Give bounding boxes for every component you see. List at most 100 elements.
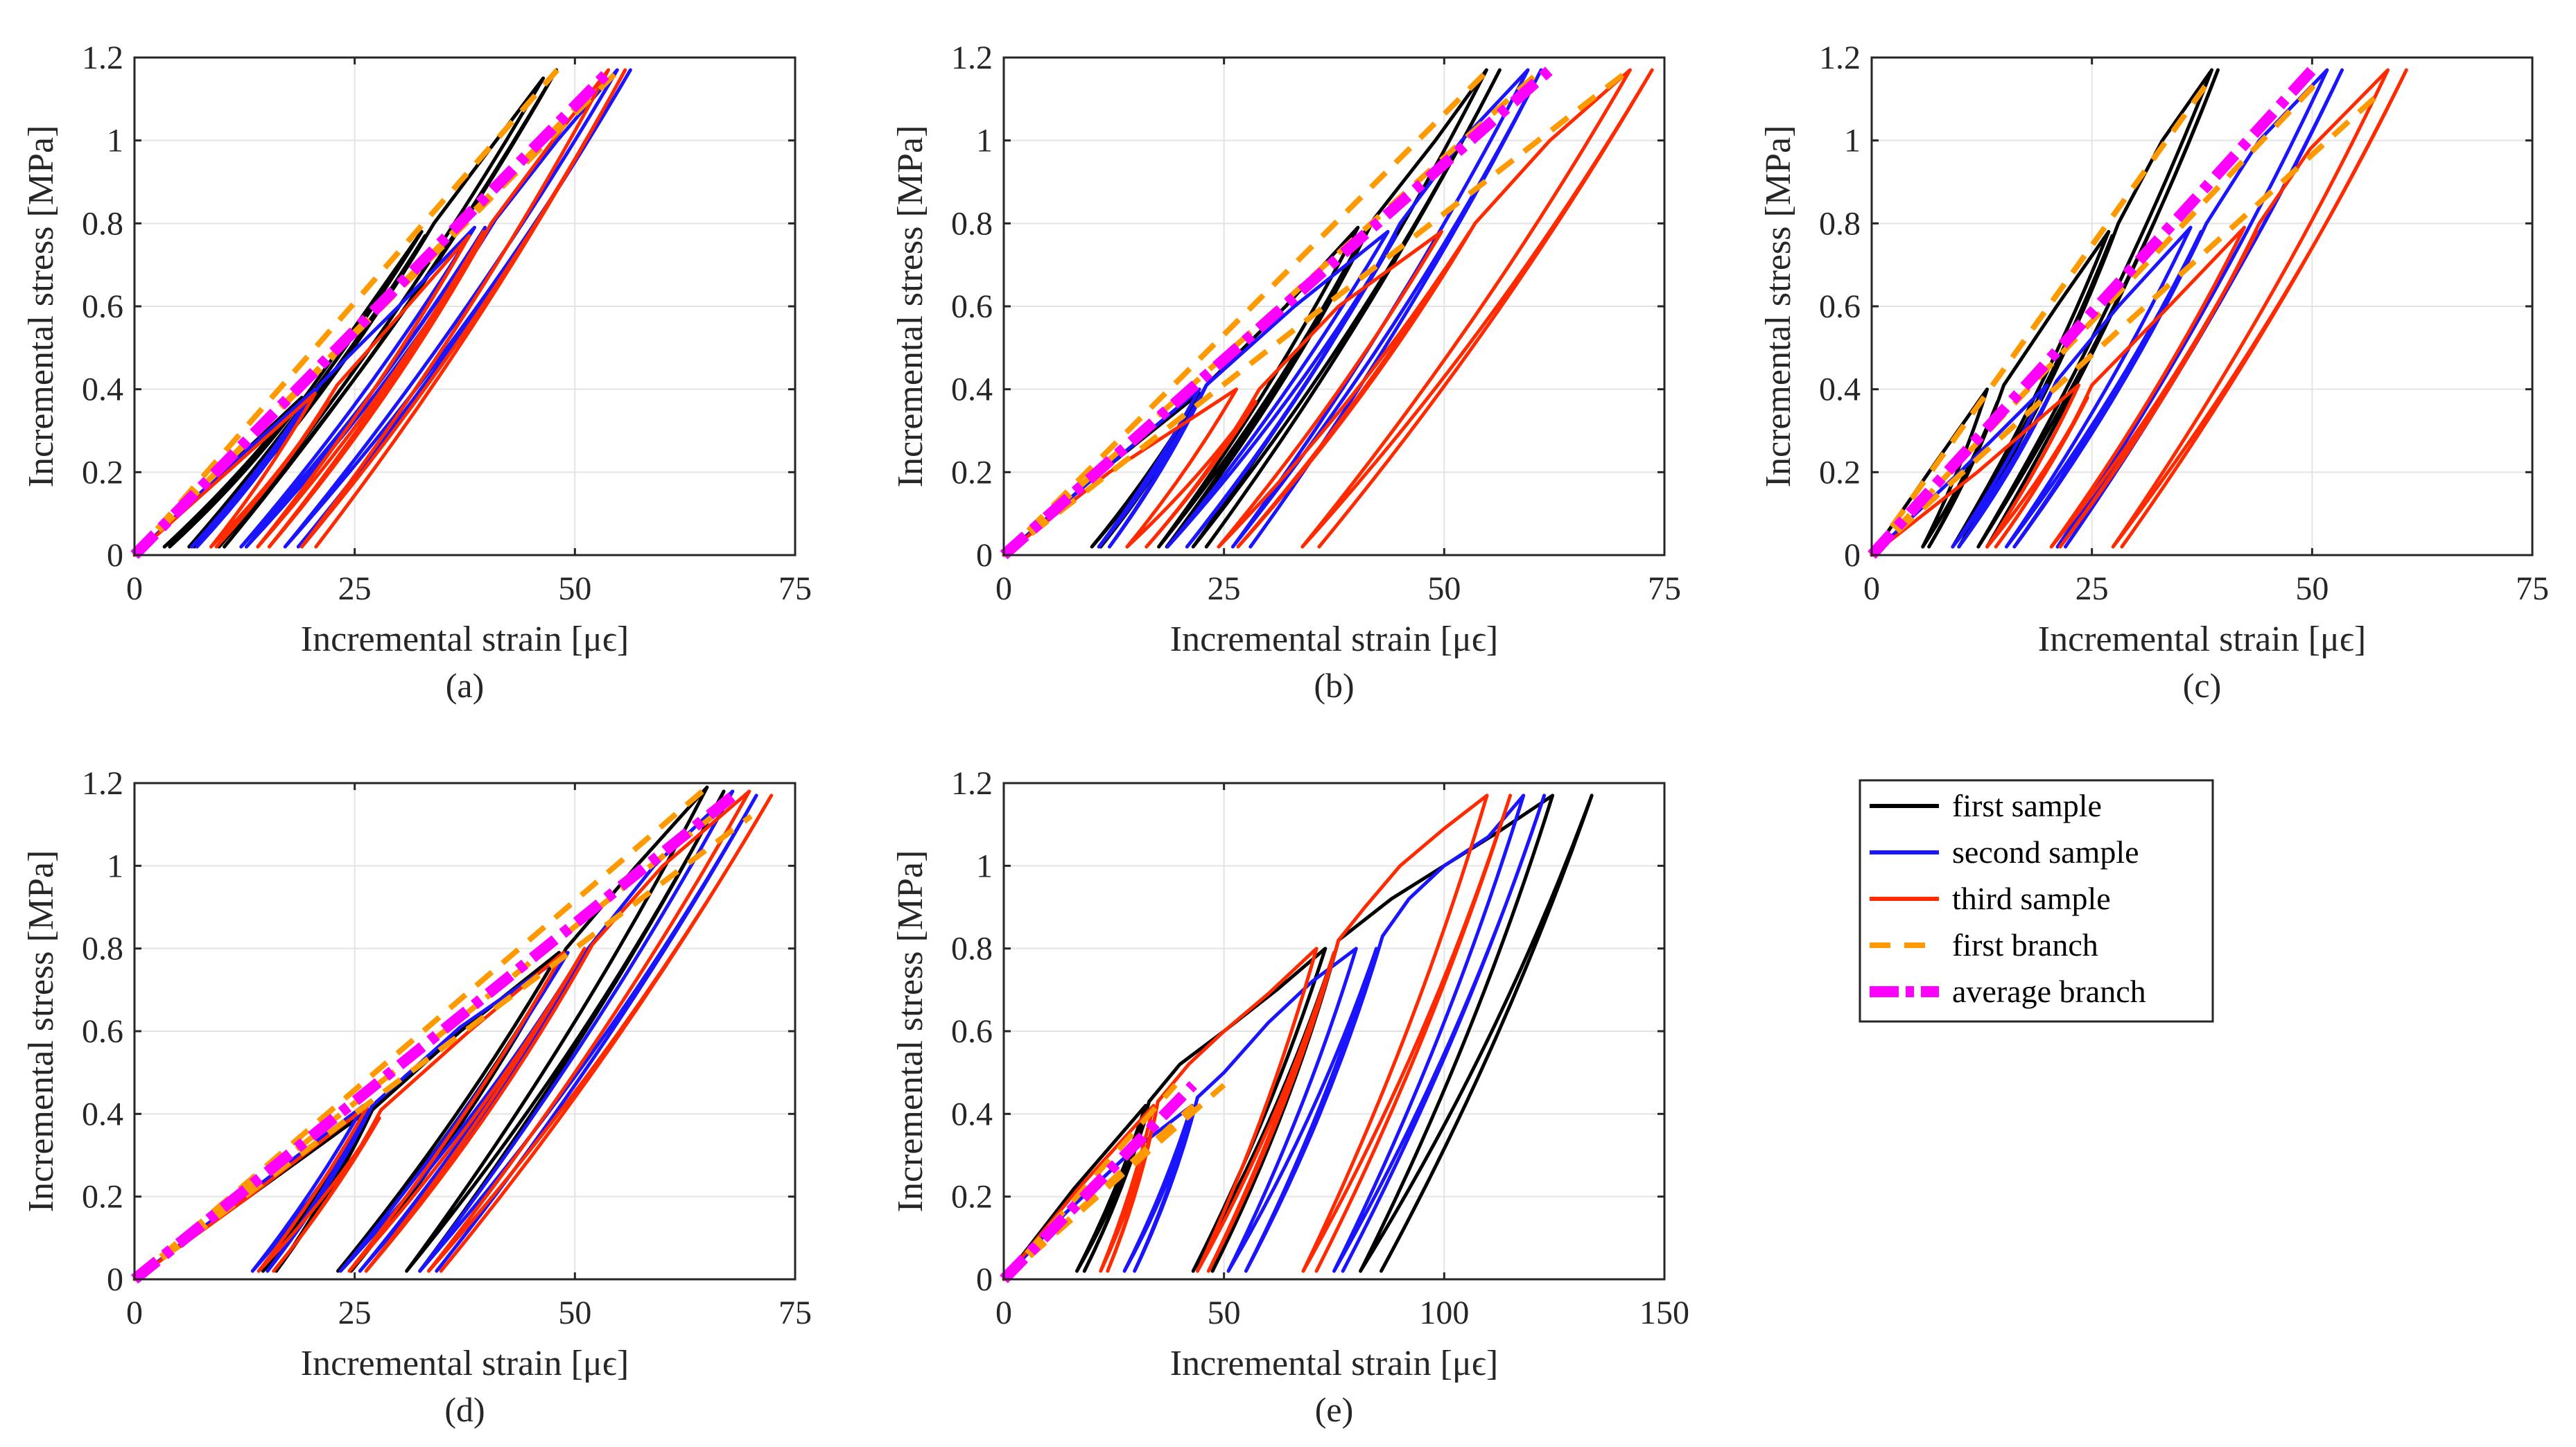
series-third-sample-curve (132, 789, 774, 1281)
series-third-sample-curve (1002, 68, 1654, 557)
y-tick-label: 0.4 (951, 1096, 993, 1132)
first-branch-line (1870, 88, 2385, 557)
y-tick-label: 0.2 (82, 1179, 123, 1216)
y-tick-label: 1.2 (951, 765, 993, 802)
x-axis-label: Incremental strain [μϵ] (301, 1344, 629, 1383)
average-branch-line (1868, 66, 2317, 559)
y-tick-label: 0 (107, 537, 123, 574)
subplot-caption: (d) (444, 1390, 485, 1429)
average-branch-line (130, 791, 738, 1284)
subplot-c: 0 25 50 75 0 0.2 0.4 0.6 0.8 1 1.2 Incremental stra… (1759, 40, 2549, 705)
legend-entry-second-sample: second sample (1870, 834, 2139, 870)
y-tick-label: 0.2 (951, 1179, 993, 1216)
subplot-caption: (a) (446, 666, 485, 705)
legend-label: first branch (1952, 927, 2098, 963)
legend-label: second sample (1952, 834, 2139, 870)
y-tick-label: 1.2 (1819, 40, 1861, 76)
subplot-caption: (e) (1315, 1390, 1354, 1429)
legend-label: third sample (1952, 881, 2111, 916)
subplot-caption: (c) (2183, 666, 2222, 705)
y-tick-label: 0.4 (1819, 371, 1861, 408)
y-tick-label: 0 (1844, 537, 1861, 574)
x-tick-label: 25 (2075, 570, 2109, 607)
x-tick-label: 50 (1427, 570, 1461, 607)
series-second-sample-curve (1002, 68, 1543, 557)
legend-entry-average-branch: average branch (1870, 974, 2146, 1009)
x-axis-label: Incremental strain [μϵ] (2038, 620, 2366, 659)
subplot-b: 0 25 50 75 0 0.2 0.4 0.6 0.8 1 1.2 Incremental stra… (891, 40, 1681, 705)
subplot-d: 0 25 50 75 0 0.2 0.4 0.6 0.8 1 1.2 Incremental stra… (21, 765, 812, 1429)
legend-entry-first-branch: first branch (1870, 927, 2098, 963)
x-axis-label: Incremental strain [μϵ] (1170, 620, 1498, 659)
y-axis-label: Incremental stress [MPa] (891, 850, 930, 1213)
series-third-sample-curve (1002, 793, 1513, 1281)
x-tick-label: 75 (1648, 570, 1681, 607)
average-branch-line (1000, 65, 1554, 559)
y-tick-label: 1 (1844, 123, 1861, 159)
x-tick-label: 0 (995, 1295, 1012, 1331)
series-layer (1000, 793, 1594, 1283)
legend-entry-first-sample: first sample (1870, 788, 2102, 823)
y-tick-label: 0.4 (82, 371, 123, 408)
y-tick-label: 0.8 (951, 931, 993, 967)
x-tick-label: 0 (126, 1295, 143, 1331)
legend-label: average branch (1952, 974, 2146, 1009)
y-tick-label: 0.8 (1819, 205, 1861, 242)
series-third-sample-curve (132, 68, 627, 557)
legend-label: first sample (1952, 788, 2102, 823)
first-branch-line (132, 784, 709, 1282)
y-tick-label: 1.2 (82, 765, 123, 802)
x-tick-label: 75 (2516, 570, 2549, 607)
y-tick-label: 0.6 (1819, 288, 1861, 325)
legend-entry-third-sample: third sample (1870, 881, 2111, 916)
y-tick-label: 1 (107, 848, 123, 884)
x-tick-label: 100 (1419, 1295, 1469, 1331)
y-tick-label: 1 (976, 123, 993, 159)
y-tick-label: 0.6 (82, 1013, 123, 1050)
x-tick-label: 50 (558, 1295, 591, 1331)
y-tick-label: 1.2 (951, 40, 993, 76)
series-second-sample-curve (1002, 793, 1547, 1281)
y-tick-label: 0.4 (82, 1096, 123, 1132)
y-tick-label: 0.6 (82, 288, 123, 325)
series-layer (130, 66, 632, 559)
series-layer (1000, 65, 1654, 559)
y-tick-label: 1.2 (82, 40, 123, 76)
y-tick-label: 0.8 (951, 205, 993, 242)
series-third-sample-curve (1870, 68, 2408, 557)
x-tick-label: 50 (1208, 1295, 1241, 1331)
x-tick-label: 50 (2295, 570, 2329, 607)
y-axis-label: Incremental stress [MPa] (21, 125, 61, 488)
average-branch-line (1000, 1080, 1197, 1283)
x-tick-label: 0 (126, 570, 143, 607)
series-second-sample-curve (1870, 68, 2344, 557)
x-axis-label: Incremental strain [μϵ] (301, 620, 629, 659)
y-tick-label: 0.2 (951, 454, 993, 491)
x-tick-label: 25 (338, 1295, 372, 1331)
x-tick-label: 25 (1208, 570, 1241, 607)
first-branch-line (132, 68, 559, 557)
series-second-sample-curve (132, 68, 632, 557)
legend: first sample second sample third sample fir… (1859, 779, 2214, 1023)
x-tick-label: 0 (995, 570, 1012, 607)
first-branch-line (1870, 76, 2323, 557)
y-tick-label: 1 (976, 848, 993, 884)
x-tick-label: 75 (778, 1295, 812, 1331)
subplot-e: 0 50 100 150 0 0.2 0.4 0.6 0.8 1 1.2 Incremental st… (891, 765, 1689, 1429)
y-tick-label: 0 (976, 1261, 993, 1298)
y-tick-label: 0.6 (951, 1013, 993, 1050)
y-tick-label: 0.6 (951, 288, 993, 325)
x-axis-label: Incremental strain [μϵ] (1170, 1344, 1498, 1383)
y-tick-label: 0.8 (82, 205, 123, 242)
series-layer (1868, 66, 2408, 559)
x-tick-label: 50 (558, 570, 591, 607)
y-tick-label: 1 (107, 123, 123, 159)
x-tick-label: 25 (338, 570, 372, 607)
series-layer (130, 784, 774, 1284)
y-tick-label: 0.8 (82, 931, 123, 967)
y-tick-label: 0.2 (1819, 454, 1861, 491)
series-first-sample-curve (1870, 68, 2220, 557)
y-tick-label: 0 (976, 537, 993, 574)
y-axis-label: Incremental stress [MPa] (21, 850, 61, 1213)
